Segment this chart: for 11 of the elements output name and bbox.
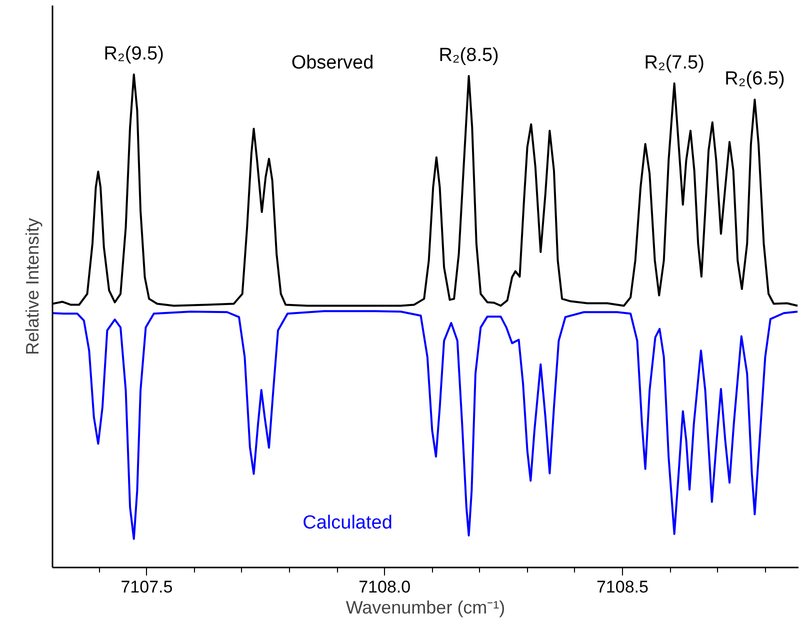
x-axis-title: Wavenumber (cm⁻¹) [346, 598, 506, 618]
annotation: R₂(9.5) [104, 44, 164, 65]
annotation: R₂(8.5) [438, 44, 499, 66]
text: Observed [291, 52, 374, 74]
x-tick-label: 7108.0 [358, 578, 411, 596]
x-tick-label: 7108.5 [596, 578, 648, 596]
text: Calculated [302, 512, 392, 534]
y-axis-title: Relative Intensity [22, 218, 42, 356]
annotation: R₂(7.5) [644, 52, 704, 74]
x-tick-label: 7107.5 [120, 578, 173, 596]
annotation: R₂(6.5) [724, 68, 785, 90]
